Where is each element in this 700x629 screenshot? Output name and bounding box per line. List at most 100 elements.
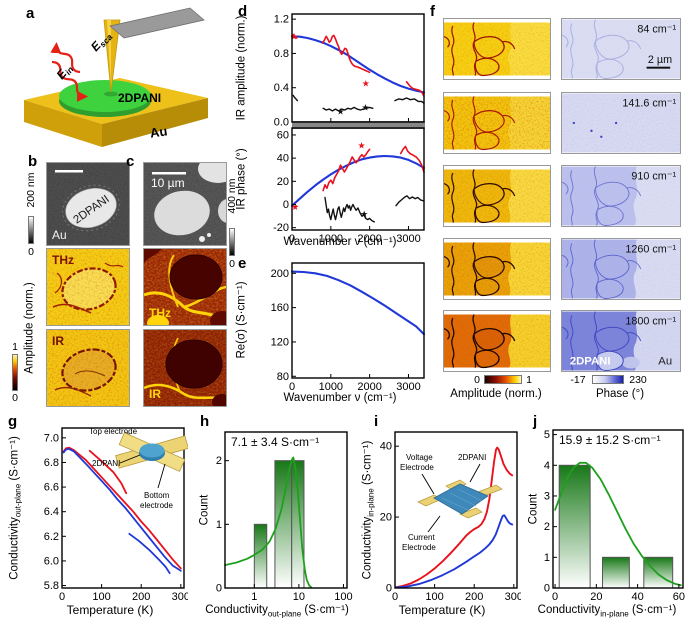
histogram-bar: [558, 464, 591, 589]
x-axis-label-wavenumber-d: Wavenumber ν (cm⁻¹): [283, 236, 397, 248]
current-electrode-label-1: Current: [408, 533, 435, 542]
x-tick-label: 1000: [319, 381, 343, 393]
cantilever: [109, 7, 205, 39]
x-tick-label: 20: [590, 591, 602, 603]
panel-letter-j: j: [533, 413, 538, 430]
amp-colorbar-min-b: 0: [12, 392, 18, 404]
phase-colorbar-max-f: 230: [629, 374, 647, 386]
2dpani-stars-marker: ★: [290, 31, 298, 41]
y-tick-label: 1: [216, 519, 222, 531]
chart-inplane-conductivity: 0 100 200 300 0 20 40: [380, 431, 521, 603]
x-tick-label: 0: [552, 591, 558, 603]
panel-letter-b: b: [28, 153, 38, 170]
x-tick-label: 100: [92, 591, 110, 603]
plot-frame: [291, 127, 425, 231]
plot-frame: [224, 431, 348, 589]
lognormal-fit-curve: [224, 456, 313, 589]
y-tick-label: 4: [544, 460, 550, 472]
x-tick-label: 10: [293, 591, 305, 603]
re-sigma-curve: [290, 270, 426, 336]
stat-annotation: 15.9 ± 15.2 S·cm⁻¹: [559, 433, 661, 447]
amp-colorbar-max-f: 1: [526, 374, 532, 386]
x-axis-label-wavenumber-e: Wavenumber ν (cm⁻¹): [283, 392, 397, 404]
y-axis-label-outplane: Conductivityout-plane (S·cm⁻¹): [8, 436, 23, 580]
sample-2-curve: [394, 514, 514, 589]
sample-disk: [59, 80, 151, 112]
snom-amplitude-map-141: [443, 92, 551, 154]
sample-label: 2DPANI: [570, 356, 611, 368]
panel-letter-i: i: [374, 413, 379, 430]
histogram-bar: [253, 523, 268, 589]
voltage-electrode-label-2: Electrode: [400, 463, 434, 472]
y-tick-label: 0: [544, 583, 550, 595]
2dpani-mid-curve: [321, 34, 371, 74]
wavenumber-label: 1800 cm⁻¹: [625, 315, 676, 327]
x-tick-label: 3000: [396, 233, 420, 245]
y-tick-label: 0.0: [274, 117, 289, 127]
x-tick-label: 200: [132, 591, 150, 603]
stat-annotation: 7.1 ± 3.4 S·cm⁻¹: [231, 435, 319, 449]
bottom-electrode-label-2: electrode: [140, 501, 173, 510]
amp-colorbar-b: [12, 354, 18, 391]
x-tick-label: 0: [289, 233, 295, 245]
y-tick-label: 2: [216, 455, 222, 467]
y-axis-label-count-j: Count: [527, 493, 540, 525]
y-axis-label-ir-phase: IR phase (°): [235, 148, 248, 210]
y-axis-label-ir-amplitude: IR amplitude (norm.): [235, 15, 248, 121]
reference-stars-marker: ★: [360, 209, 368, 219]
panel-letter-h: h: [200, 413, 210, 430]
snom-amplitude-map-910: [443, 165, 551, 227]
x-axis-label-inplane-j: Conductivityin-plane (S·cm⁻¹): [537, 604, 677, 619]
2dpani-high-curve: [399, 145, 425, 173]
chart-ir-amplitude: ★ ★ ★ ★ 0.0 0.4 0.8 1.2: [274, 13, 426, 127]
snom-amplitude-map-1260: [443, 238, 551, 300]
chart-inplane-histogram: 0 20 40 60 0 1 2 3 4 5 15.9 ± 15.2 S·cm⁻¹: [544, 429, 685, 603]
reference-mid-curve: [324, 196, 376, 223]
x-tick-label: 1000: [319, 233, 343, 245]
y-tick-label: 6.6: [44, 482, 59, 494]
y-axis-label-inplane: Conductivityin-plane (S·cm⁻¹): [361, 440, 376, 580]
snom-phase-map-1800: 1800 cm⁻¹ 2DPANI Au: [561, 310, 681, 372]
snom-amplitude-map-84: [443, 18, 551, 80]
x-tick-label: 60: [673, 591, 685, 603]
y-tick-label: 120: [271, 336, 289, 348]
y-tick-label: 40: [380, 441, 392, 453]
frequency-band-label: THz: [149, 306, 171, 320]
chart-optical-conductivity: 0 1000 2000 3000 80 120 160 200: [271, 262, 426, 393]
x-tick-label: 0: [59, 591, 65, 603]
scale-bar-label: 10 µm: [151, 176, 185, 190]
x-axis-label-temperature-i: Temperature (K): [398, 603, 486, 617]
x-tick-label: 2000: [357, 233, 381, 245]
normal-fit-curve: [554, 461, 682, 587]
y-tick-label: 3: [544, 490, 550, 502]
phase-colorbar-f: [592, 375, 624, 384]
plot-frame: [552, 429, 684, 589]
x-tick-label: 2000: [357, 381, 381, 393]
x-tick-label: 3000: [396, 381, 420, 393]
y-tick-label: 80: [277, 371, 289, 383]
plot-frame: [61, 427, 185, 589]
y-tick-label: 1: [544, 552, 550, 564]
histogram-bar: [643, 556, 674, 589]
panel-letter-e: e: [238, 255, 247, 272]
panel-letter-c: c: [126, 153, 135, 170]
2dpani-mid-curve: [322, 148, 371, 192]
x-tick-label: 1: [251, 591, 257, 603]
y-tick-label: 0: [386, 583, 392, 595]
y-tick-label: 60: [277, 129, 289, 141]
x-axis-label-outplane-h: Conductivityout-plane (S·cm⁻¹): [205, 604, 349, 619]
chart-outplane-conductivity: 0 100 200 300 5.8 6.0 6.2 6.4 6.6 6.8 7.0: [44, 427, 188, 603]
height-colorbar-b: [28, 216, 34, 244]
2dpani-low-curve: [293, 205, 298, 208]
sample-label: 2DPANI: [118, 91, 161, 105]
x-tick-label: 0: [392, 591, 398, 603]
panel-letter-g: g: [8, 413, 18, 430]
y-tick-label: 0: [216, 583, 222, 595]
plot-frame: [394, 431, 518, 589]
y-axis-label-count-h: Count: [198, 494, 211, 526]
afm-topography-image-c: 10 µm: [143, 162, 227, 246]
scale-bar: [152, 172, 186, 175]
amp-colorbar-min-f: 0: [474, 374, 480, 386]
height-colorbar-c: [229, 228, 235, 256]
